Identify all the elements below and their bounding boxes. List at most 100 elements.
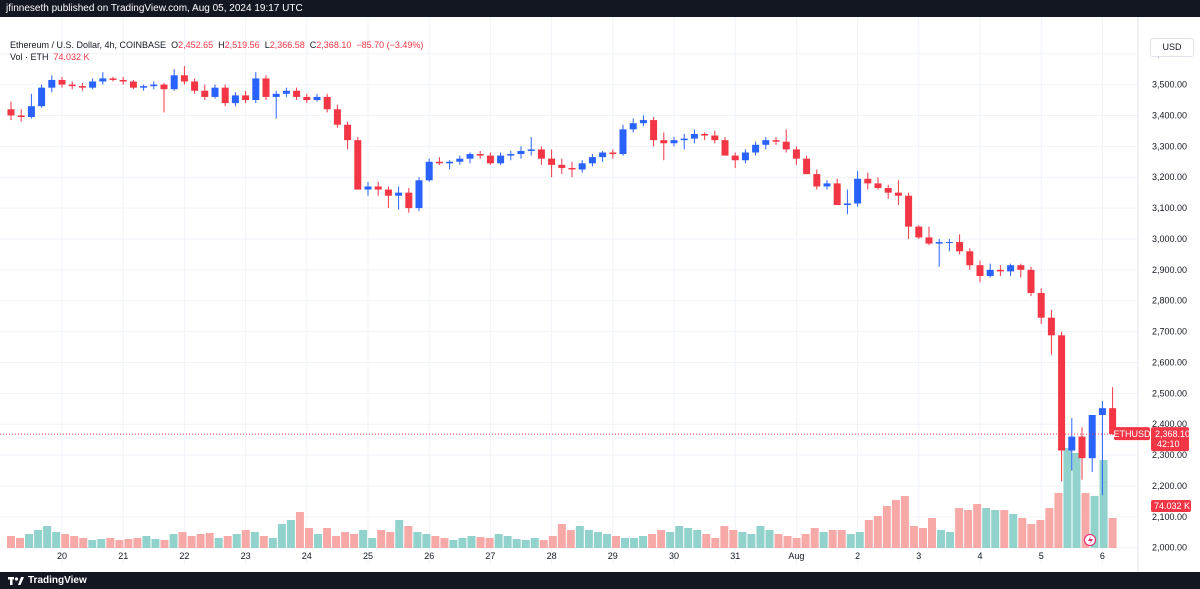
legend-close-value: 2,368.10 [316, 40, 352, 50]
price-axis-label: 2,500.00 [1152, 388, 1187, 398]
last-price-badge [1151, 427, 1189, 452]
volume-bar [693, 530, 702, 548]
volume-bar [946, 532, 955, 548]
candle-body [854, 178, 862, 204]
time-axis-label: 27 [485, 551, 495, 561]
candle-body [1027, 269, 1035, 293]
volume-bar [575, 526, 584, 548]
volume-bar [584, 530, 593, 548]
volume-bar [937, 530, 946, 548]
candle-body [639, 120, 647, 124]
volume-bar [928, 518, 937, 548]
volume-bar [485, 538, 494, 548]
volume-bar [169, 534, 178, 548]
volume-bar [1099, 460, 1108, 548]
volume-bar [16, 538, 25, 548]
candle-body [293, 90, 301, 97]
volume-bar [503, 536, 512, 548]
legend-open-label: O [171, 40, 179, 50]
volume-bar [530, 538, 539, 548]
candle-body [252, 78, 260, 101]
candle-body [996, 269, 1004, 272]
legend-symbol[interactable]: Ethereum / U.S. Dollar, 4h, COINBASE [10, 40, 167, 50]
candle-body [1088, 414, 1096, 459]
volume-bar [747, 534, 756, 548]
volume-bar [1090, 496, 1099, 548]
volume-bar [756, 526, 765, 548]
legend-ohlc-row: Ethereum / U.S. Dollar, 4h, COINBASE O 2,… [10, 39, 423, 51]
chart-frame[interactable]: 3,600.003,500.003,400.003,300.003,200.00… [0, 17, 1200, 572]
candle-body [384, 189, 392, 196]
candle-body [7, 109, 15, 116]
volume-bar [386, 532, 395, 548]
candle-body [741, 152, 749, 161]
candle-body [874, 183, 882, 189]
candle-body [864, 178, 872, 184]
candle-body [905, 195, 913, 227]
volume-bar [1009, 514, 1018, 548]
candle-body [99, 78, 107, 82]
candle-body [262, 78, 270, 97]
legend-high-label: H [218, 40, 225, 50]
candle-body [629, 123, 637, 130]
volume-bar [52, 532, 61, 548]
volume-bar [792, 538, 801, 548]
legend-volume-row: Vol · ETH 74.032 K [10, 51, 423, 63]
candle-body [27, 106, 35, 117]
volume-bar [259, 536, 268, 548]
candle-body [609, 152, 617, 155]
candle-body [1037, 293, 1045, 318]
candle-body [231, 95, 239, 104]
currency-button[interactable]: USD [1150, 38, 1194, 57]
volume-bar [621, 538, 630, 548]
volume-bar [837, 530, 846, 548]
legend-low-label: L [264, 40, 270, 50]
volume-bar [1081, 493, 1090, 548]
candle-body [803, 158, 811, 175]
publish-info: jfinneseth published on TradingView.com,… [6, 3, 303, 14]
candle-body [395, 192, 403, 196]
volume-bar [819, 532, 828, 548]
volume-bar [34, 530, 43, 548]
volume-bar [774, 534, 783, 548]
candle-body [150, 84, 158, 87]
volume-bar [467, 536, 476, 548]
price-axis-label: 2,100.00 [1152, 512, 1187, 522]
volume-bar [1018, 518, 1027, 548]
candle-body [221, 87, 229, 104]
volume-bar [160, 540, 169, 548]
volume-bar [738, 532, 747, 548]
volume-bar [882, 506, 891, 548]
time-axis-label: 4 [977, 551, 982, 561]
price-axis-label: 3,500.00 [1152, 80, 1187, 90]
volume-bar [675, 526, 684, 548]
volume-bar [657, 530, 666, 548]
candle-body [129, 81, 137, 88]
volume-bar [846, 534, 855, 548]
volume-bar [557, 524, 566, 548]
volume-bar [648, 534, 657, 548]
volume-bar [684, 528, 693, 548]
volume-bar [801, 534, 810, 548]
price-axis-label: 3,300.00 [1152, 141, 1187, 151]
volume-bar [341, 532, 350, 548]
candle-body [109, 78, 117, 80]
candle-body [78, 86, 86, 88]
candle-body [486, 155, 494, 164]
candle-body [89, 81, 97, 88]
candlestick-chart[interactable]: 3,600.003,500.003,400.003,300.003,200.00… [0, 17, 1200, 572]
candle-body [588, 157, 596, 164]
price-axis-label: 2,600.00 [1152, 357, 1187, 367]
legend-volume-label[interactable]: Vol · ETH [10, 52, 49, 62]
candle-body [537, 149, 545, 159]
candle-body [894, 192, 902, 196]
candle-body [435, 161, 443, 164]
volume-bar [873, 516, 882, 548]
time-axis-label: 23 [241, 551, 251, 561]
candle-body [1078, 436, 1086, 459]
tradingview-brand[interactable]: TradingView [8, 572, 87, 589]
candle-body [456, 158, 464, 162]
candle-body [884, 188, 892, 193]
volume-bar [277, 524, 286, 548]
volume-bar [720, 526, 729, 548]
